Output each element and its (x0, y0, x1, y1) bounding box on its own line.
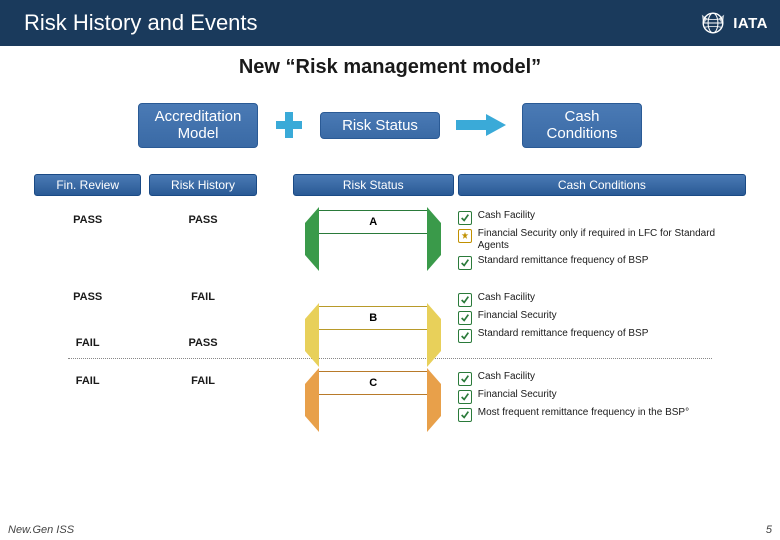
box-accreditation-label: AccreditationModel (153, 108, 243, 143)
condition-text: Cash Facility (478, 292, 535, 304)
hist-value: PASS (149, 210, 256, 226)
divider (68, 358, 712, 359)
box-risk-status: Risk Status (320, 112, 440, 139)
box-cash-conditions-label: CashConditions (537, 108, 627, 143)
condition-text: Standard remittance frequency of BSP (478, 255, 649, 267)
risk-status-ribbon: C (318, 371, 428, 395)
box-accreditation: AccreditationModel (138, 103, 258, 148)
condition-item: Standard remittance frequency of BSP (458, 328, 746, 343)
footer-left: New.Gen ISS (8, 524, 74, 536)
fin-value: FAIL (34, 371, 141, 387)
condition-list: Cash Facility Financial Security Standard … (458, 292, 746, 343)
condition-item: Standard remittance frequency of BSP (458, 255, 746, 270)
logo-text: IATA (733, 15, 768, 32)
hist-value: FAIL (149, 287, 256, 303)
risk-status-ribbon: B (318, 306, 428, 330)
fin-value: PASS (34, 287, 141, 303)
risk-status-ribbon: A (318, 210, 428, 234)
check-icon (458, 311, 472, 325)
slide-header: Risk History and Events IATA (0, 0, 780, 46)
condition-text: Financial Security (478, 310, 557, 322)
box-cash-conditions: CashConditions (522, 103, 642, 148)
condition-list: Cash Facility Financial Security only if … (458, 210, 746, 270)
data-row: PASS FAIL FAIL PASS B Cash Facility Financial … (34, 270, 746, 356)
top-flow: AccreditationModel Risk Status CashCondi… (0, 103, 780, 148)
data-grid: PASS PASS A Cash Facility Financial Security… (0, 200, 780, 429)
footer: New.Gen ISS 5 (8, 524, 772, 536)
condition-text: Cash Facility (478, 210, 535, 222)
condition-item: Financial Security only if required in L… (458, 228, 746, 252)
col-risk-history: Risk History (149, 174, 256, 196)
col-risk-status: Risk Status (293, 174, 454, 196)
hist-value-alt: PASS (149, 333, 256, 349)
plus-icon (274, 110, 304, 140)
condition-text: Financial Security only if required in L… (478, 228, 746, 252)
col-fin-review: Fin. Review (34, 174, 141, 196)
condition-text: Most frequent remittance frequency in th… (478, 407, 689, 419)
condition-item: Cash Facility (458, 210, 746, 225)
condition-item: Financial Security (458, 310, 746, 325)
condition-text: Financial Security (478, 389, 557, 401)
condition-item: Cash Facility (458, 292, 746, 307)
check-icon (458, 372, 472, 386)
page-title: Risk History and Events (24, 10, 258, 36)
condition-list: Cash Facility Financial Security Most freq… (458, 371, 746, 422)
check-icon (458, 329, 472, 343)
fin-value: PASS (34, 210, 141, 226)
iata-logo: IATA (699, 9, 768, 37)
arrow-icon (456, 114, 506, 136)
star-icon (458, 229, 472, 243)
data-row: FAIL FAIL C Cash Facility Financial Security… (34, 361, 746, 429)
column-headers: Fin. Review Risk History Risk Status Cas… (0, 174, 780, 196)
condition-item: Cash Facility (458, 371, 746, 386)
condition-item: Financial Security (458, 389, 746, 404)
condition-item: Most frequent remittance frequency in th… (458, 407, 746, 422)
page-number: 5 (766, 524, 772, 536)
check-icon (458, 293, 472, 307)
hist-value: FAIL (149, 371, 256, 387)
check-icon (458, 408, 472, 422)
data-row: PASS PASS A Cash Facility Financial Security… (34, 200, 746, 270)
check-icon (458, 211, 472, 225)
condition-text: Standard remittance frequency of BSP (478, 328, 649, 340)
globe-icon (699, 9, 727, 37)
condition-text: Cash Facility (478, 371, 535, 383)
fin-value-alt: FAIL (34, 333, 141, 349)
check-icon (458, 256, 472, 270)
subtitle: New “Risk management model” (0, 56, 780, 79)
check-icon (458, 390, 472, 404)
col-cash-conditions: Cash Conditions (458, 174, 746, 196)
